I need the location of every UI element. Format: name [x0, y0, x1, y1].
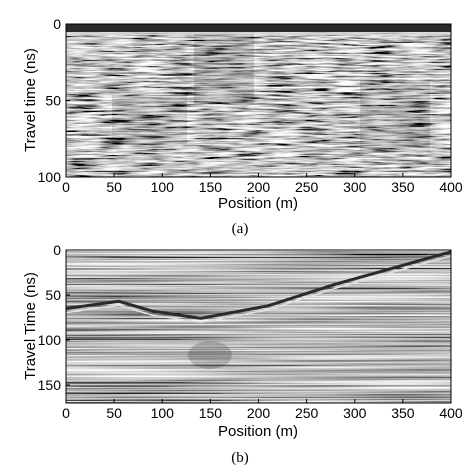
- panel-a-y-tick-label: 50: [45, 93, 61, 109]
- panel-a-x-tick-label: 0: [62, 179, 70, 195]
- panel-b-x-tick-label: 250: [295, 405, 319, 421]
- panel-b-surface-reflection-secondary: [66, 255, 451, 324]
- panel-a-x-tick-label: 350: [391, 179, 415, 195]
- panel-b-y-tick-label: 100: [38, 332, 62, 348]
- panel-b-x-tick-label: 200: [247, 405, 271, 421]
- panel-b-y-axis-label: Travel Time (ns): [22, 272, 39, 380]
- panel-a-y-axis-label: Travel time (ns): [22, 48, 39, 152]
- panel-a-y-ticks: 0 50 100: [38, 16, 70, 185]
- panel-a-caption: (a): [232, 221, 249, 237]
- panel-b-radargram: [66, 250, 451, 403]
- panel-b-x-tick-label: 400: [439, 405, 463, 421]
- panel-b-x-tick-label: 0: [62, 405, 70, 421]
- panel-a-y-tick-label: 100: [38, 169, 62, 185]
- panel-b: 0 50 100 150 200 250 300 350 400 0 50 100 150 Posit…: [22, 242, 463, 466]
- panel-a-x-tick-label: 150: [199, 179, 223, 195]
- panel-a-x-tick-label: 200: [247, 179, 271, 195]
- panel-b-surface-reflection: [66, 250, 451, 320]
- panel-b-y-tick-label: 150: [38, 377, 62, 393]
- panel-b-y-tick-label: 50: [45, 287, 61, 303]
- panel-b-y-tick-label: 0: [53, 242, 61, 258]
- panel-a-x-tick-label: 250: [295, 179, 319, 195]
- panel-a-x-tick-label: 100: [151, 179, 175, 195]
- panel-b-y-ticks: 0 50 100 150: [38, 242, 70, 393]
- panel-a-x-tick-label: 50: [106, 179, 122, 195]
- panel-b-x-ticks: 0 50 100 150 200 250 300 350 400: [62, 399, 463, 421]
- panel-a-radargram: [66, 24, 451, 177]
- panel-b-x-tick-label: 50: [106, 405, 122, 421]
- panel-b-x-tick-label: 300: [343, 405, 367, 421]
- panel-b-x-tick-label: 100: [151, 405, 175, 421]
- panel-a-x-tick-label: 300: [343, 179, 367, 195]
- panel-a: 0 50 100 150 200 250 300 350 400 0 50 100 Position…: [22, 16, 463, 237]
- panel-b-x-axis-label: Position (m): [218, 423, 298, 440]
- panel-b-caption: (b): [231, 450, 249, 466]
- panel-b-x-tick-label: 150: [199, 405, 223, 421]
- panel-b-x-tick-label: 350: [391, 405, 415, 421]
- panel-b-sediment-band: [66, 251, 451, 403]
- panel-a-x-axis-label: Position (m): [218, 195, 298, 212]
- panel-a-y-tick-label: 0: [53, 16, 61, 32]
- panel-a-x-tick-label: 400: [439, 179, 463, 195]
- panel-a-x-ticks: 0 50 100 150 200 250 300 350 400: [62, 173, 463, 195]
